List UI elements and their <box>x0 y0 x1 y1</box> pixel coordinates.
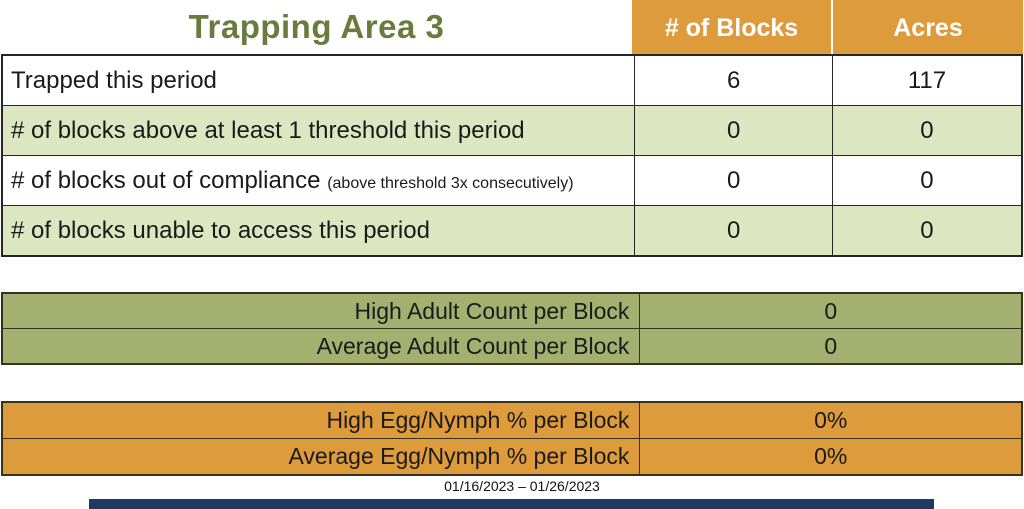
section-row-label: High Egg/Nymph % per Block <box>1 401 641 439</box>
page-title: Trapping Area 3 <box>188 8 445 45</box>
section-row-value: 0 <box>639 292 1023 329</box>
section-row-label: Average Adult Count per Block <box>1 328 641 365</box>
egg-nymph-section: High Egg/Nymph % per Block 0% Average Eg… <box>1 401 1023 476</box>
table-row: # of blocks out of compliance (above thr… <box>1 155 1023 206</box>
table-row: Trapped this period 6 117 <box>1 54 1023 106</box>
blocks-value: 6 <box>634 54 833 106</box>
summary-table: Trapped this period 6 117 # of blocks ab… <box>1 54 1023 257</box>
row-label-text: Trapped this period <box>11 66 217 94</box>
trapping-report: Trapping Area 3 # of Blocks Acres Trappe… <box>1 0 1023 494</box>
blocks-value: 0 <box>634 105 833 156</box>
blocks-value: 0 <box>634 205 833 257</box>
date-range: 01/16/2023 – 01/26/2023 <box>444 478 600 494</box>
section-row-label: Average Egg/Nymph % per Block <box>1 438 641 476</box>
table-row: High Adult Count per Block 0 <box>1 292 1023 329</box>
table-row: # of blocks above at least 1 threshold t… <box>1 105 1023 156</box>
table-row: Average Adult Count per Block 0 <box>1 328 1023 365</box>
row-label-text: # of blocks above at least 1 threshold t… <box>11 116 525 144</box>
bottom-accent-bar <box>89 499 934 509</box>
row-note: (above threshold 3x consecutively) <box>327 174 574 192</box>
blocks-value: 0 <box>634 155 833 206</box>
acres-value: 117 <box>831 54 1023 106</box>
header-separator <box>831 0 833 54</box>
acres-value: 0 <box>831 205 1023 257</box>
section-row-value: 0% <box>639 438 1023 476</box>
row-label: # of blocks unable to access this period <box>1 205 636 257</box>
row-label-text: # of blocks out of compliance <box>11 166 321 194</box>
acres-value: 0 <box>831 105 1023 156</box>
row-label: # of blocks out of compliance (above thr… <box>1 155 636 206</box>
row-label: # of blocks above at least 1 threshold t… <box>1 105 636 156</box>
column-header-blocks: # of Blocks <box>632 0 831 54</box>
table-row: High Egg/Nymph % per Block 0% <box>1 401 1023 439</box>
acres-value: 0 <box>831 155 1023 206</box>
adult-count-section: High Adult Count per Block 0 Average Adu… <box>1 292 1023 365</box>
section-row-value: 0 <box>639 328 1023 365</box>
row-label: Trapped this period <box>1 54 636 106</box>
column-header-acres: Acres <box>833 0 1023 54</box>
table-row: # of blocks unable to access this period… <box>1 205 1023 257</box>
row-label-text: # of blocks unable to access this period <box>11 216 430 244</box>
section-row-value: 0% <box>639 401 1023 439</box>
section-row-label: High Adult Count per Block <box>1 292 641 329</box>
table-row: Average Egg/Nymph % per Block 0% <box>1 438 1023 476</box>
header-row: Trapping Area 3 # of Blocks Acres <box>1 0 1023 54</box>
